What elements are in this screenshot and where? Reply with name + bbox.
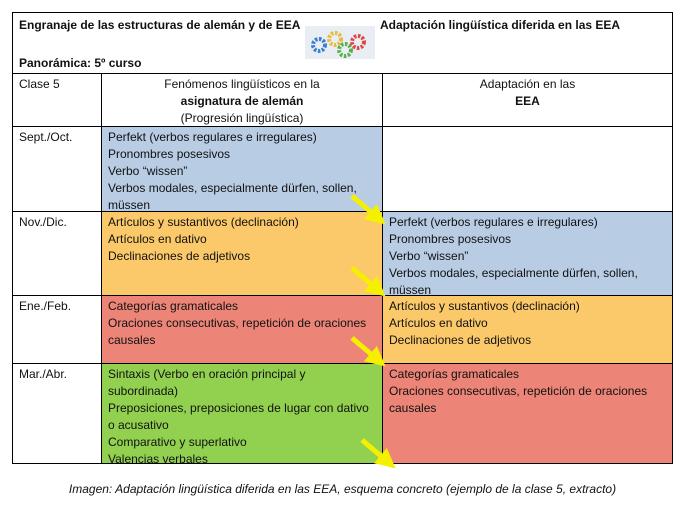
subtitle: Panorámica: 5º curso <box>19 56 142 70</box>
topic: Pronombres posesivos <box>108 147 231 161</box>
topic: Comparativo y superlativo <box>108 435 247 449</box>
topic: Declinaciones de adjetivos <box>108 249 251 263</box>
topic: Verbos modales, especialmente dürfen, so… <box>108 181 357 212</box>
period-cell: Mar./Abr. <box>13 363 101 463</box>
topic: Verbo “wissen” <box>389 249 469 263</box>
eea-cell: Perfekt (verbos regulares e irregulares)… <box>382 211 672 297</box>
eea-cell: Artículos y sustantivos (declinación) Ar… <box>382 295 672 363</box>
eea-header: Adaptación en las EEA <box>382 73 672 126</box>
caption: Imagen: Adaptación lingüística diferida … <box>68 482 617 496</box>
topic: Artículos en dativo <box>389 316 488 330</box>
topic: Artículos en dativo <box>108 232 207 246</box>
topic: Perfekt (verbos regulares e irregulares) <box>389 215 598 229</box>
german-cell: Perfekt (verbos regulares e irregulares)… <box>101 126 382 212</box>
german-header: Fenómenos lingüísticos en la asignatura … <box>101 73 382 126</box>
eea-header-line2: EEA <box>515 94 540 108</box>
topic: Verbo “wissen” <box>108 164 188 178</box>
german-cell: Artículos y sustantivos (declinación) Ar… <box>101 211 382 295</box>
period-cell: Ene./Feb. <box>13 295 101 363</box>
topic: Categorías gramaticales <box>108 299 239 313</box>
title-left: Engranaje de las estructuras de alemán y… <box>19 18 301 32</box>
topic: Oraciones consecutivas, repetición de or… <box>108 316 367 347</box>
topic: Preposiciones, preposiciones de lugar co… <box>108 401 369 432</box>
topic: Artículos y sustantivos (declinación) <box>389 299 580 313</box>
german-cell: Sintaxis (Verbo en oración principal y s… <box>101 363 382 466</box>
german-header-line3: (Progresión lingüística) <box>180 111 304 125</box>
german-header-line1: Fenómenos lingüísticos en la <box>164 77 320 91</box>
topic: Perfekt (verbos regulares e irregulares) <box>108 130 317 144</box>
topic: Verbos modales, especialmente dürfen, so… <box>389 266 638 297</box>
gears-icon <box>305 26 375 59</box>
class-header: Clase 5 <box>13 73 101 126</box>
german-header-line2: asignatura de alemán <box>180 94 304 108</box>
eea-cell: Categorías gramaticales Oraciones consec… <box>382 363 672 463</box>
progression-table: Engranaje de las estructuras de alemán y… <box>12 12 673 466</box>
topic: Pronombres posesivos <box>389 232 512 246</box>
topic: Sintaxis (Verbo en oración principal y s… <box>108 367 306 398</box>
eea-cell-empty <box>382 126 672 211</box>
eea-header-line1: Adaptación en las <box>479 77 576 91</box>
title-right: Adaptación lingüística diferida en las E… <box>380 18 621 32</box>
topic: Valencias verbales <box>108 452 208 466</box>
period-cell: Sept./Oct. <box>13 126 101 211</box>
topic: Declinaciones de adjetivos <box>389 333 532 347</box>
topic: Categorías gramaticales <box>389 367 520 381</box>
period-cell: Nov./Dic. <box>13 211 101 295</box>
topic: Oraciones consecutivas, repetición de or… <box>389 384 648 415</box>
german-cell: Categorías gramaticales Oraciones consec… <box>101 295 382 363</box>
topic: Artículos y sustantivos (declinación) <box>108 215 299 229</box>
